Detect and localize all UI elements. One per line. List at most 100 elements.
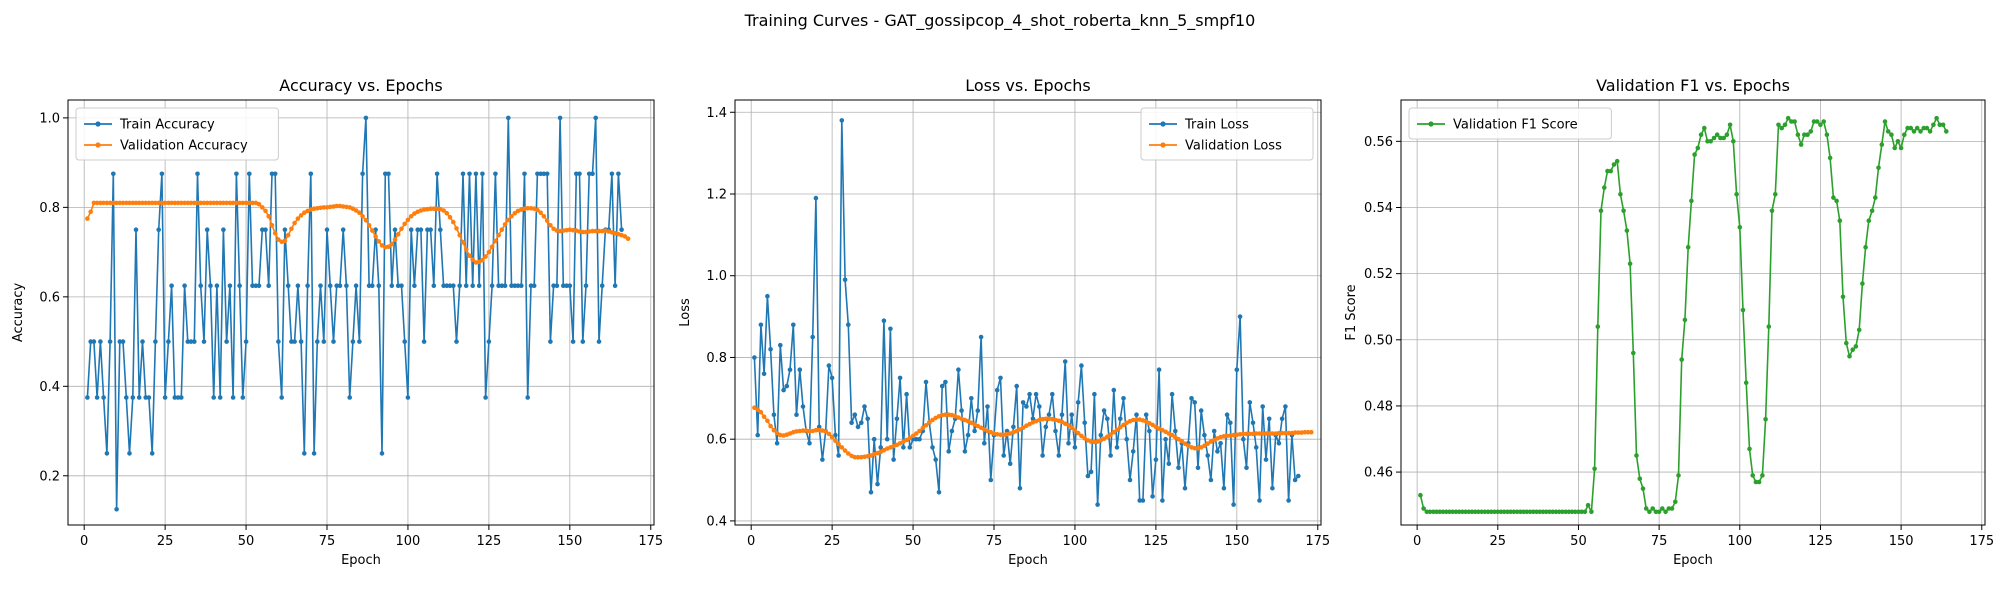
data-point-train-loss bbox=[1286, 498, 1291, 503]
data-point-validation-f1-score bbox=[1534, 509, 1539, 515]
data-point-validation-f1-score bbox=[1489, 509, 1494, 515]
data-point-train-loss bbox=[985, 404, 990, 409]
data-point-validation-f1-score bbox=[1889, 132, 1894, 137]
data-point-train-loss bbox=[778, 342, 783, 348]
data-point-validation-loss bbox=[1276, 430, 1282, 436]
data-point-validation-accuracy bbox=[221, 200, 226, 206]
data-point-train-loss bbox=[901, 445, 906, 450]
data-point-validation-f1-score bbox=[1773, 192, 1778, 197]
data-point-train-accuracy bbox=[153, 339, 158, 344]
data-point-validation-accuracy bbox=[260, 205, 265, 210]
data-point-validation-f1-score bbox=[1856, 327, 1862, 333]
data-point-train-loss bbox=[1260, 404, 1265, 409]
data-point-train-accuracy bbox=[111, 171, 116, 177]
chart-title: Loss vs. Epochs bbox=[965, 76, 1090, 95]
y-tick-label: 0.54 bbox=[1364, 201, 1393, 216]
data-point-train-loss bbox=[1037, 404, 1042, 409]
data-point-train-loss bbox=[1030, 416, 1036, 422]
data-point-train-accuracy bbox=[519, 283, 524, 289]
data-point-train-accuracy bbox=[156, 227, 161, 232]
data-point-train-loss bbox=[959, 408, 964, 413]
data-point-train-accuracy bbox=[467, 171, 472, 177]
y-tick-label: 0.6 bbox=[39, 290, 60, 305]
data-point-train-loss bbox=[797, 367, 803, 373]
data-point-train-loss bbox=[875, 481, 880, 487]
data-point-train-accuracy bbox=[616, 171, 621, 177]
x-tick-label: 0 bbox=[747, 534, 755, 549]
data-point-validation-accuracy bbox=[289, 226, 294, 232]
data-point-validation-accuracy bbox=[502, 222, 508, 227]
data-point-validation-loss bbox=[1279, 430, 1285, 436]
data-point-validation-loss bbox=[813, 427, 819, 433]
data-point-validation-f1-score bbox=[1763, 416, 1768, 422]
data-point-train-accuracy bbox=[221, 227, 226, 232]
data-point-validation-f1-score bbox=[1937, 122, 1943, 128]
data-point-validation-accuracy bbox=[114, 200, 119, 206]
data-point-train-accuracy bbox=[127, 451, 132, 456]
data-point-validation-accuracy bbox=[370, 228, 375, 233]
data-point-train-accuracy bbox=[431, 283, 437, 289]
data-point-train-loss bbox=[1053, 428, 1058, 434]
data-point-validation-accuracy bbox=[525, 206, 530, 211]
data-point-train-accuracy bbox=[593, 115, 598, 121]
data-point-validation-loss bbox=[752, 405, 757, 411]
data-point-train-loss bbox=[755, 432, 760, 438]
y-axis-label: Accuracy bbox=[11, 283, 26, 343]
data-point-train-loss bbox=[969, 396, 974, 401]
data-point-validation-accuracy bbox=[509, 214, 514, 219]
data-point-train-loss bbox=[904, 391, 909, 397]
x-tick-label: 50 bbox=[905, 534, 922, 549]
data-point-train-loss bbox=[1195, 465, 1201, 471]
data-point-train-accuracy bbox=[389, 283, 395, 289]
data-point-validation-accuracy bbox=[590, 228, 595, 234]
data-point-train-accuracy bbox=[561, 283, 566, 289]
data-point-train-loss bbox=[972, 428, 977, 434]
data-point-validation-loss bbox=[1075, 430, 1081, 436]
data-point-train-loss bbox=[784, 383, 790, 389]
data-point-train-accuracy bbox=[327, 283, 333, 289]
data-point-validation-accuracy bbox=[451, 219, 456, 225]
legend-label: Train Accuracy bbox=[119, 118, 215, 133]
data-point-train-loss bbox=[1085, 473, 1091, 479]
data-point-validation-accuracy bbox=[506, 217, 511, 223]
data-point-validation-f1-score bbox=[1531, 509, 1536, 515]
data-point-validation-loss bbox=[833, 438, 838, 444]
data-point-validation-accuracy bbox=[480, 257, 485, 263]
data-point-validation-accuracy bbox=[156, 200, 161, 206]
data-point-train-loss bbox=[1066, 441, 1071, 446]
data-point-validation-accuracy bbox=[353, 208, 359, 213]
data-point-validation-accuracy bbox=[538, 210, 543, 215]
data-point-validation-accuracy bbox=[386, 244, 391, 249]
data-point-validation-accuracy bbox=[499, 227, 505, 232]
legend-marker bbox=[95, 121, 101, 127]
data-point-validation-loss bbox=[1292, 430, 1298, 435]
data-point-validation-f1-score bbox=[1463, 509, 1468, 515]
data-point-validation-f1-score bbox=[1585, 502, 1591, 508]
data-point-train-loss bbox=[1075, 400, 1081, 405]
data-point-validation-accuracy bbox=[250, 200, 255, 206]
data-point-train-accuracy bbox=[179, 395, 184, 400]
x-tick-label: 100 bbox=[1727, 534, 1752, 549]
data-point-validation-accuracy bbox=[269, 223, 275, 228]
data-point-validation-accuracy bbox=[159, 200, 165, 206]
legend: Train Loss Validation Loss bbox=[1140, 107, 1314, 161]
data-point-train-loss bbox=[1007, 461, 1013, 467]
data-point-validation-f1-score bbox=[1814, 119, 1820, 124]
data-point-train-accuracy bbox=[399, 283, 404, 289]
data-point-validation-accuracy bbox=[470, 257, 476, 263]
data-point-train-accuracy bbox=[162, 395, 168, 400]
data-point-train-accuracy bbox=[136, 395, 142, 400]
data-point-train-loss bbox=[1292, 477, 1298, 483]
data-point-validation-f1-score bbox=[1737, 225, 1743, 230]
data-point-validation-f1-score bbox=[1944, 129, 1949, 134]
data-point-validation-f1-score bbox=[1476, 509, 1481, 515]
data-point-train-accuracy bbox=[289, 339, 294, 344]
data-point-train-accuracy bbox=[583, 283, 589, 289]
data-point-validation-f1-score bbox=[1921, 125, 1926, 131]
data-point-train-accuracy bbox=[405, 395, 411, 400]
data-point-train-loss bbox=[1108, 453, 1113, 458]
data-point-validation-f1-score bbox=[1482, 509, 1488, 515]
data-point-train-loss bbox=[1244, 465, 1249, 471]
data-point-validation-f1-score bbox=[1650, 506, 1655, 511]
data-point-validation-loss bbox=[1020, 425, 1026, 431]
